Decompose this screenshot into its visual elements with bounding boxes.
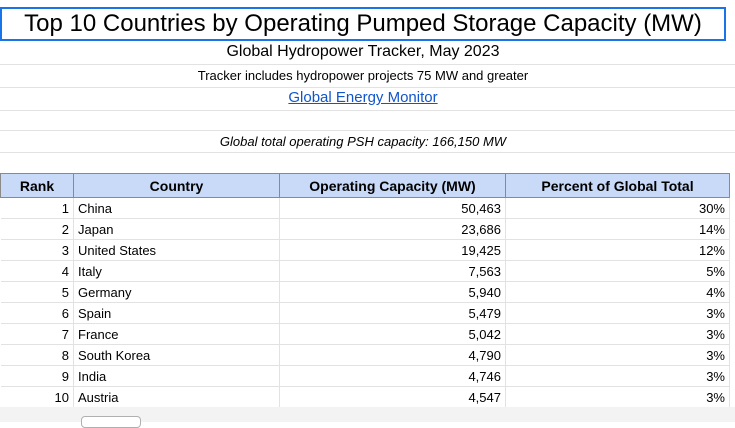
tracker-subtitle[interactable]: Global Hydropower Tracker, May 2023	[226, 43, 500, 60]
table-row: 5 Germany 5,940 4%	[0, 281, 730, 303]
country-cell[interactable]: South Korea	[73, 344, 280, 366]
country-cell[interactable]: Austria	[73, 386, 280, 408]
rank-cell[interactable]: 1	[0, 197, 74, 219]
capacity-cell[interactable]: 5,479	[279, 302, 506, 324]
table-row: 7 France 5,042 3%	[0, 323, 730, 345]
country-cell[interactable]: India	[73, 365, 280, 387]
tracker-note[interactable]: Tracker includes hydropower projects 75 …	[197, 68, 529, 83]
global-total-text[interactable]: Global total operating PSH capacity: 166…	[219, 134, 507, 149]
country-cell[interactable]: United States	[73, 239, 280, 261]
gem-link[interactable]: Global Energy Monitor	[288, 89, 438, 106]
table-row: 6 Spain 5,479 3%	[0, 302, 730, 324]
capacity-cell[interactable]: 19,425	[279, 239, 506, 261]
table-row: 9 India 4,746 3%	[0, 365, 730, 387]
capacity-cell[interactable]: 5,940	[279, 281, 506, 303]
capacity-cell[interactable]: 50,463	[279, 197, 506, 219]
country-cell[interactable]: China	[73, 197, 280, 219]
country-cell[interactable]: Spain	[73, 302, 280, 324]
rank-cell[interactable]: 7	[0, 323, 74, 345]
capacity-table: Rank Country Operating Capacity (MW) Per…	[0, 173, 730, 408]
gridline	[0, 152, 735, 153]
country-cell[interactable]: Germany	[73, 281, 280, 303]
country-cell[interactable]: France	[73, 323, 280, 345]
sheet-title: Top 10 Countries by Operating Pumped Sto…	[24, 10, 702, 37]
percent-cell[interactable]: 3%	[505, 386, 730, 408]
table-row: 10 Austria 4,547 3%	[0, 386, 730, 408]
rank-cell[interactable]: 3	[0, 239, 74, 261]
add-sheet-button[interactable]	[81, 416, 141, 428]
country-cell[interactable]: Italy	[73, 260, 280, 282]
capacity-cell[interactable]: 23,686	[279, 218, 506, 240]
gridline	[0, 64, 735, 65]
percent-cell[interactable]: 3%	[505, 365, 730, 387]
percent-cell[interactable]: 14%	[505, 218, 730, 240]
gridline	[0, 130, 735, 131]
column-header-rank[interactable]: Rank	[0, 173, 74, 198]
rank-cell[interactable]: 2	[0, 218, 74, 240]
rank-cell[interactable]: 4	[0, 260, 74, 282]
percent-cell[interactable]: 12%	[505, 239, 730, 261]
rank-cell[interactable]: 8	[0, 344, 74, 366]
bottom-scroll-area	[0, 407, 735, 422]
table-row: 4 Italy 7,563 5%	[0, 260, 730, 282]
table-row: 2 Japan 23,686 14%	[0, 218, 730, 240]
percent-cell[interactable]: 3%	[505, 302, 730, 324]
capacity-cell[interactable]: 4,790	[279, 344, 506, 366]
percent-cell[interactable]: 3%	[505, 344, 730, 366]
column-header-percent[interactable]: Percent of Global Total	[505, 173, 730, 198]
rank-cell[interactable]: 10	[0, 386, 74, 408]
capacity-cell[interactable]: 7,563	[279, 260, 506, 282]
table-row: 1 China 50,463 30%	[0, 197, 730, 219]
country-cell[interactable]: Japan	[73, 218, 280, 240]
header-row: Rank Country Operating Capacity (MW) Per…	[0, 173, 730, 198]
column-header-capacity[interactable]: Operating Capacity (MW)	[279, 173, 506, 198]
percent-cell[interactable]: 4%	[505, 281, 730, 303]
selected-title-cell[interactable]: Top 10 Countries by Operating Pumped Sto…	[0, 7, 726, 41]
rank-cell[interactable]: 5	[0, 281, 74, 303]
capacity-cell[interactable]: 5,042	[279, 323, 506, 345]
column-header-country[interactable]: Country	[73, 173, 280, 198]
percent-cell[interactable]: 5%	[505, 260, 730, 282]
gridline	[0, 87, 735, 88]
table-row: 3 United States 19,425 12%	[0, 239, 730, 261]
gridline	[0, 110, 735, 111]
percent-cell[interactable]: 30%	[505, 197, 730, 219]
table-row: 8 South Korea 4,790 3%	[0, 344, 730, 366]
rank-cell[interactable]: 6	[0, 302, 74, 324]
percent-cell[interactable]: 3%	[505, 323, 730, 345]
capacity-cell[interactable]: 4,746	[279, 365, 506, 387]
rank-cell[interactable]: 9	[0, 365, 74, 387]
capacity-cell[interactable]: 4,547	[279, 386, 506, 408]
